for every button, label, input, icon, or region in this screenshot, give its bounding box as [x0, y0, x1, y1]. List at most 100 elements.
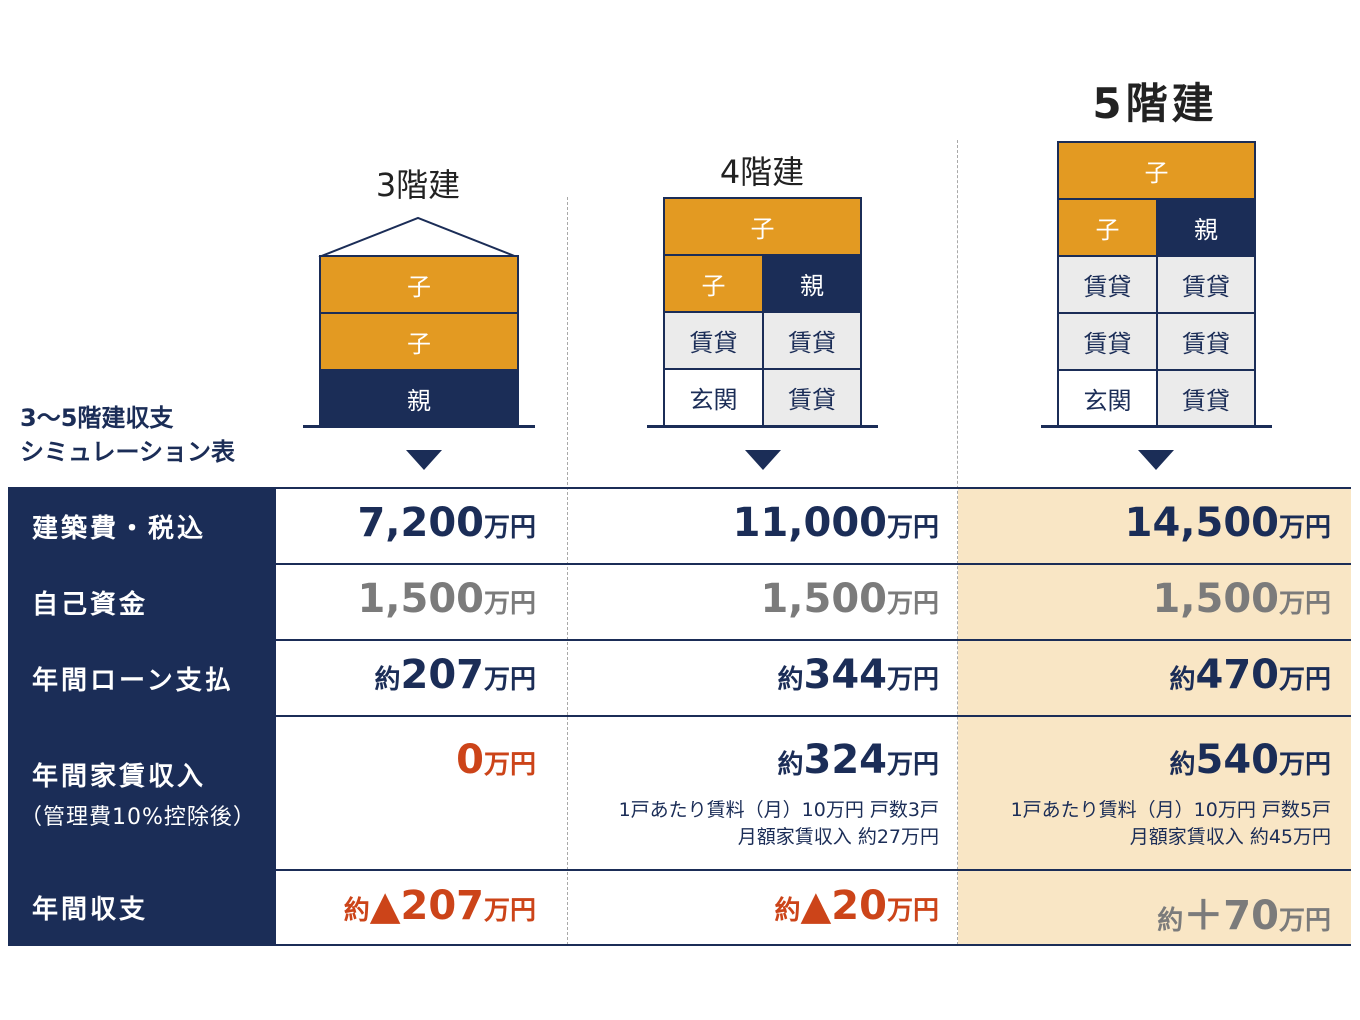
value-unit: 万円 — [1278, 750, 1331, 780]
ground-line — [1041, 425, 1272, 428]
rent-note: 1戸あたり賃料（月）10万円 戸数3戸 月額家賃収入 約27万円 — [619, 797, 939, 851]
unit-child: 子 — [663, 254, 764, 313]
value-unit: 万円 — [483, 513, 536, 543]
value-annual-loan: 約344万円 — [777, 652, 939, 698]
row-label-note: （管理費10%控除後） — [20, 804, 256, 830]
value-number: 7,200 — [357, 500, 484, 546]
value-prefix: 約 — [1157, 906, 1184, 936]
value-number: 1,500 — [357, 576, 484, 622]
column-divider — [567, 197, 568, 945]
rent-note: 1戸あたり賃料（月）10万円 戸数5戸 月額家賃収入 約45万円 — [1011, 797, 1331, 851]
value-annual-loan: 約470万円 — [1169, 652, 1331, 698]
column-divider — [957, 140, 958, 945]
value-number: ＋70 — [1183, 893, 1279, 939]
row-divider — [8, 487, 1351, 489]
value-unit: 万円 — [886, 750, 939, 780]
table-title-line2: シミュレーション表 — [20, 438, 236, 466]
value-number: ▲20 — [800, 883, 887, 929]
value-construction-cost: 14,500万円 — [1125, 500, 1331, 546]
row-divider — [8, 869, 1351, 871]
row-label-text: 年間収支 — [32, 895, 149, 925]
value-number: 470 — [1195, 652, 1279, 698]
highlight-column-5f — [958, 488, 1351, 945]
unit-rental: 賃貸 — [1057, 255, 1158, 314]
value-annual-rent: 約324万円 — [777, 737, 939, 783]
row-label-annual-balance: 年間収支 — [8, 870, 276, 945]
value-prefix: 約 — [374, 665, 401, 695]
down-arrow-icon — [1138, 450, 1174, 470]
value-number: 344 — [803, 652, 887, 698]
value-own-funds: 1,500万円 — [760, 576, 939, 622]
value-number: 324 — [803, 737, 887, 783]
value-unit: 万円 — [483, 589, 536, 619]
building-title-3f: 3階建 — [375, 166, 461, 204]
value-number: 1,500 — [1152, 576, 1279, 622]
value-unit: 万円 — [483, 896, 536, 926]
value-annual-balance: 約▲207万円 — [344, 883, 536, 929]
unit-child: 子 — [663, 197, 862, 256]
table-title-line1: 3〜5階建収支 — [20, 404, 174, 432]
value-own-funds: 1,500万円 — [1152, 576, 1331, 622]
row-label-construction-cost: 建築費・税込 — [8, 488, 276, 564]
rent-note-line: 月額家賃収入 約27万円 — [737, 826, 939, 848]
unit-parent: 親 — [319, 369, 519, 428]
unit-rental: 賃貸 — [1156, 255, 1256, 314]
unit-rental: 賃貸 — [1156, 369, 1256, 428]
value-unit: 万円 — [886, 665, 939, 695]
unit-rental: 賃貸 — [762, 368, 862, 427]
value-unit: 万円 — [886, 896, 939, 926]
value-prefix: 約 — [777, 750, 804, 780]
value-unit: 万円 — [1278, 589, 1331, 619]
value-number: 0 — [456, 737, 484, 783]
value-unit: 万円 — [886, 513, 939, 543]
row-label-annual-loan: 年間ローン支払 — [8, 640, 276, 716]
value-construction-cost: 7,200万円 — [357, 500, 536, 546]
row-divider — [8, 944, 1351, 946]
value-prefix: 約 — [1169, 750, 1196, 780]
row-label-annual-rent: 年間家賃収入 （管理費10%控除後） — [8, 716, 276, 870]
row-divider — [8, 563, 1351, 565]
building-title-5f: 5階建 — [1092, 79, 1218, 128]
row-label-own-funds: 自己資金 — [8, 564, 276, 640]
ground-line — [647, 425, 878, 428]
value-annual-rent: 0万円 — [456, 737, 536, 783]
value-prefix: 約 — [343, 896, 370, 926]
value-prefix: 約 — [1169, 665, 1196, 695]
down-arrow-icon — [406, 450, 442, 470]
unit-entrance: 玄関 — [663, 368, 764, 427]
row-label-text: 自己資金 — [32, 589, 149, 620]
rent-note-line: 1戸あたり賃料（月）10万円 戸数5戸 — [1010, 799, 1331, 821]
row-label-text: 年間ローン支払 — [32, 665, 234, 696]
value-annual-balance: 約＋70万円 — [1157, 883, 1331, 941]
value-number: ▲207 — [369, 883, 484, 929]
unit-rental: 賃貸 — [1057, 312, 1158, 371]
building-title-4f: 4階建 — [719, 153, 805, 191]
unit-parent: 親 — [1156, 198, 1256, 257]
value-annual-balance: 約▲20万円 — [775, 883, 939, 929]
value-unit: 万円 — [1278, 513, 1331, 543]
unit-child: 子 — [319, 312, 519, 371]
value-unit: 万円 — [483, 665, 536, 695]
value-construction-cost: 11,000万円 — [733, 500, 939, 546]
value-prefix: 約 — [777, 665, 804, 695]
down-arrow-icon — [745, 450, 781, 470]
value-own-funds: 1,500万円 — [357, 576, 536, 622]
unit-rental: 賃貸 — [762, 311, 862, 370]
value-unit: 万円 — [1278, 665, 1331, 695]
unit-rental: 賃貸 — [1156, 312, 1256, 371]
value-unit: 万円 — [1278, 906, 1331, 936]
ground-line — [303, 425, 535, 428]
table-title: 3〜5階建収支 シミュレーション表 — [20, 401, 235, 469]
row-divider — [8, 715, 1351, 717]
row-label-text: 建築費・税込 — [32, 513, 207, 544]
value-number: 11,000 — [732, 500, 887, 546]
unit-parent: 親 — [762, 254, 862, 313]
value-number: 14,500 — [1124, 500, 1279, 546]
value-prefix: 約 — [774, 896, 801, 926]
value-unit: 万円 — [886, 589, 939, 619]
rent-note-line: 月額家賃収入 約45万円 — [1129, 826, 1331, 848]
value-annual-loan: 約207万円 — [374, 652, 536, 698]
unit-entrance: 玄関 — [1057, 369, 1158, 428]
value-annual-rent: 約540万円 — [1169, 737, 1331, 783]
value-number: 1,500 — [760, 576, 887, 622]
